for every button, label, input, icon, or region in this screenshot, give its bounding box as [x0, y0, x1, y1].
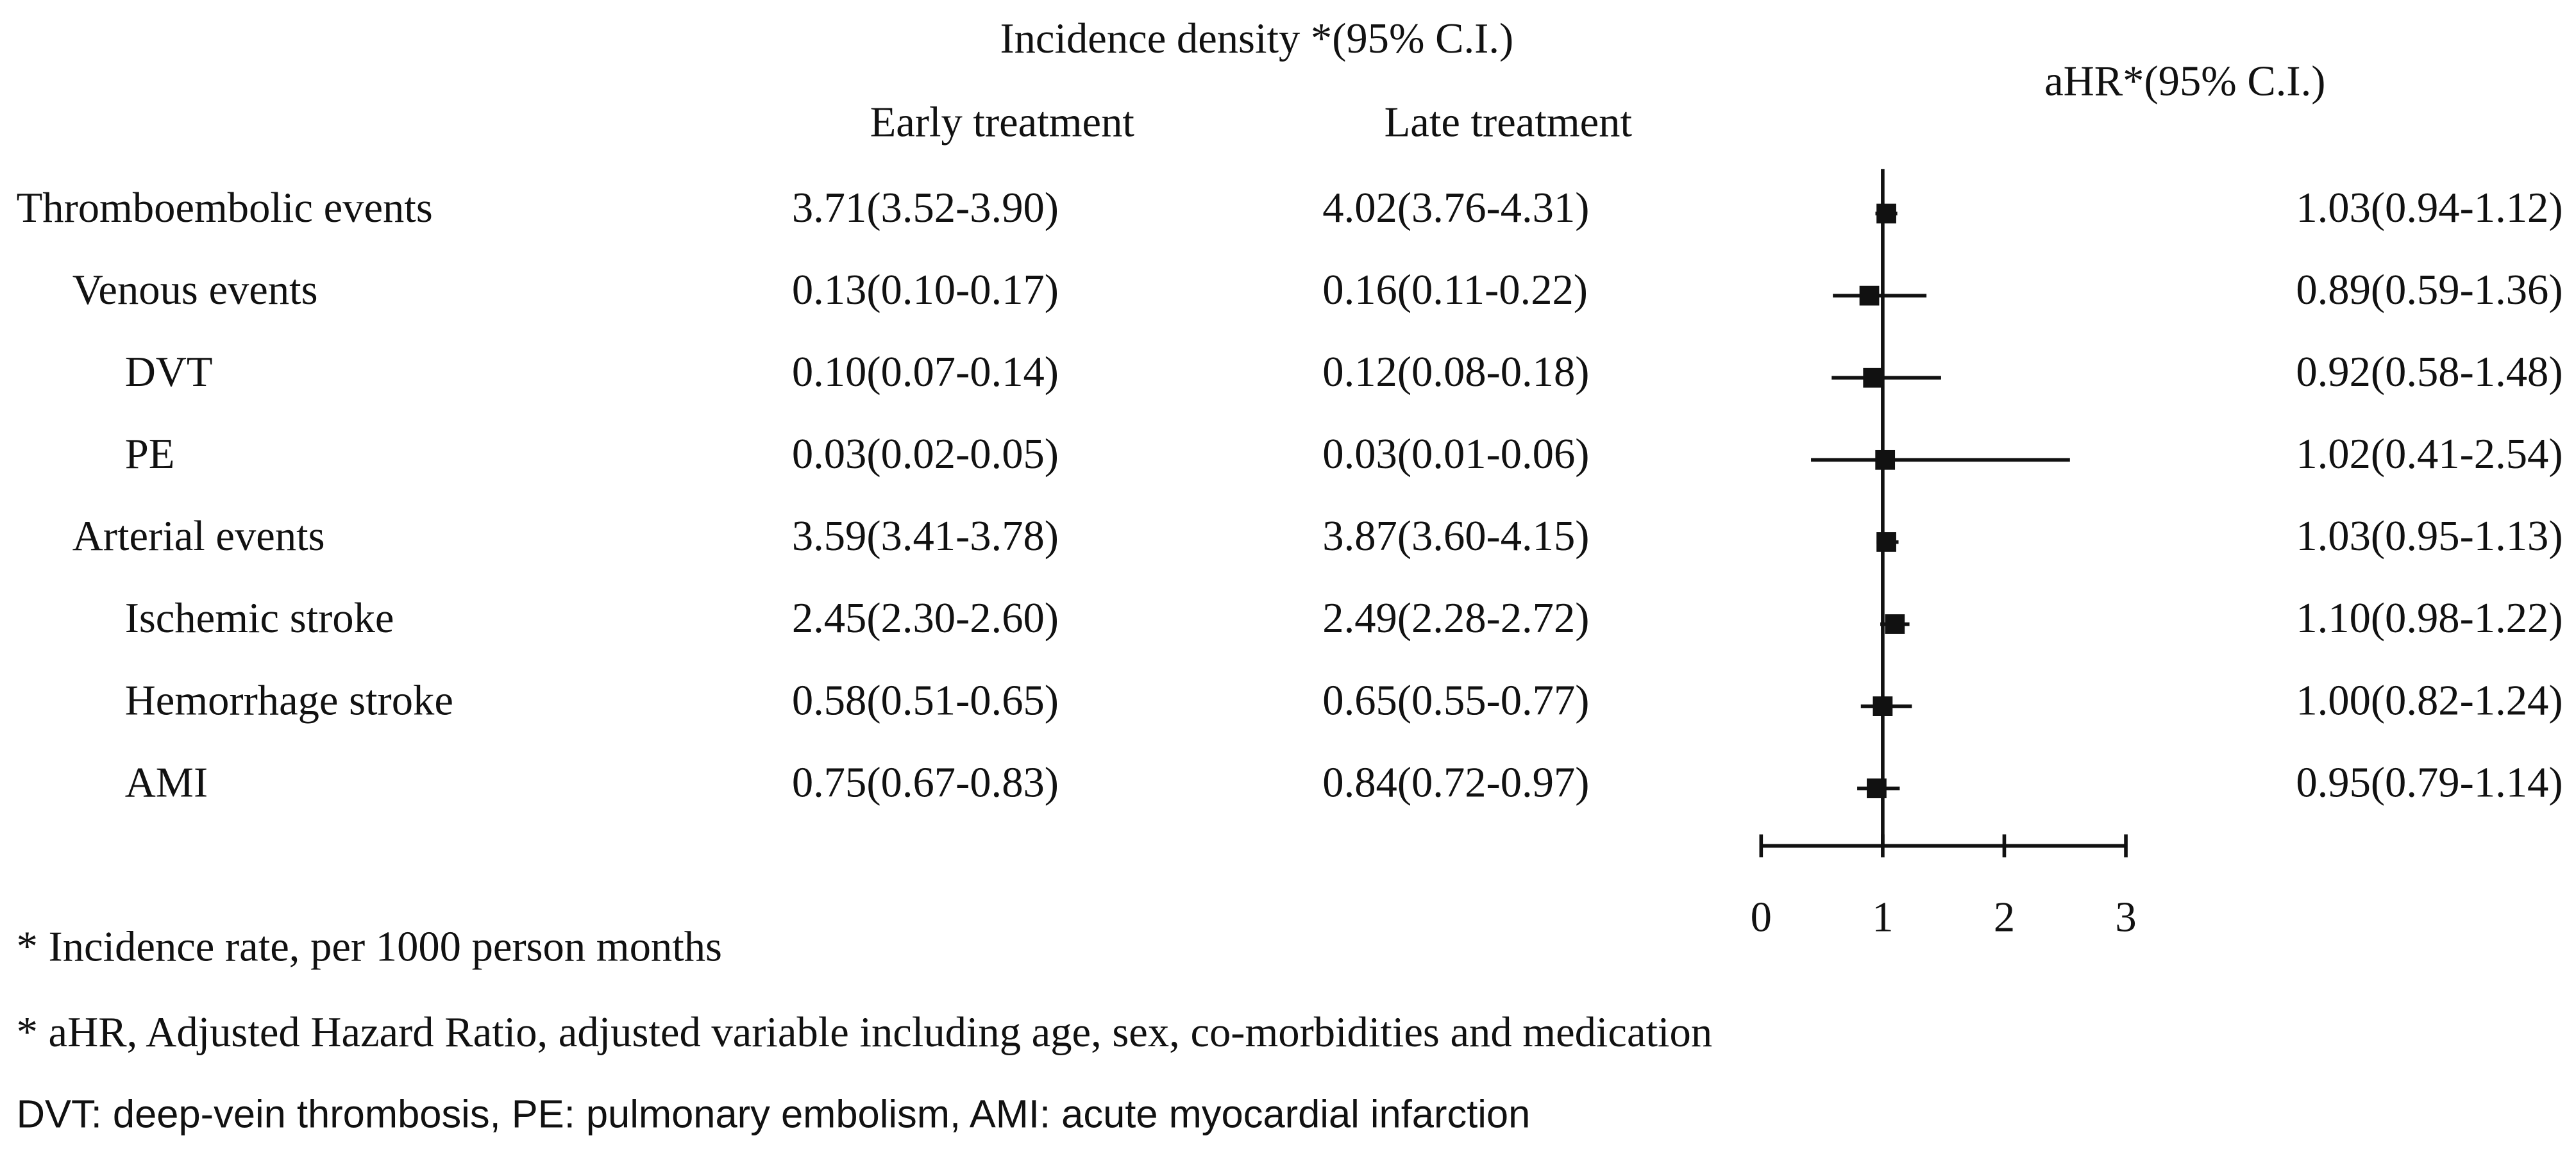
- point-estimate: [1873, 696, 1893, 716]
- effect-label: 1.03(0.95-1.13): [2296, 513, 2563, 560]
- row-label: PE: [125, 431, 175, 478]
- effect-label: 0.89(0.59-1.36): [2296, 267, 2563, 314]
- row-label: Venous events: [72, 267, 318, 314]
- late-value: 0.03(0.01-0.06): [1322, 431, 1589, 478]
- column-header: Late treatment: [1385, 99, 1633, 146]
- early-value: 3.59(3.41-3.78): [792, 513, 1059, 560]
- late-value: 0.65(0.55-0.77): [1322, 677, 1589, 724]
- early-value: 0.75(0.67-0.83): [792, 759, 1059, 806]
- row-label: Ischemic stroke: [125, 595, 394, 642]
- early-value: 0.03(0.02-0.05): [792, 431, 1059, 478]
- x-tick-label: 1: [1872, 894, 1893, 941]
- effect-label: 0.95(0.79-1.14): [2296, 759, 2563, 806]
- early-value: 2.45(2.30-2.60): [792, 595, 1059, 642]
- late-value: 0.16(0.11-0.22): [1322, 267, 1588, 314]
- effect-label: 0.92(0.58-1.48): [2296, 349, 2563, 396]
- effect-label: 1.00(0.82-1.24): [2296, 677, 2563, 724]
- late-value: 0.12(0.08-0.18): [1322, 349, 1589, 396]
- footnote: * aHR, Adjusted Hazard Ratio, adjusted v…: [17, 1009, 1713, 1056]
- effect-title: aHR*(95% C.I.): [2044, 58, 2325, 105]
- point-estimate: [1885, 614, 1905, 634]
- row-label: AMI: [125, 759, 208, 806]
- early-value: 0.10(0.07-0.14): [792, 349, 1059, 396]
- column-header: Early treatment: [870, 99, 1135, 146]
- footnote: * Incidence rate, per 1000 person months: [17, 924, 722, 971]
- point-estimate: [1859, 285, 1880, 306]
- row-label: Thromboembolic events: [17, 185, 433, 231]
- point-estimate: [1876, 203, 1896, 224]
- early-value: 3.71(3.52-3.90): [792, 185, 1059, 231]
- x-tick-label: 0: [1751, 894, 1772, 941]
- x-tick-label: 3: [2115, 894, 2136, 941]
- effect-label: 1.02(0.41-2.54): [2296, 431, 2563, 478]
- row-label: Arterial events: [72, 513, 325, 560]
- point-estimate: [1863, 367, 1883, 388]
- early-value: 0.13(0.10-0.17): [792, 267, 1059, 314]
- footnote: DVT: deep-vein thrombosis, PE: pulmonary…: [17, 1092, 1531, 1136]
- point-estimate: [1875, 449, 1896, 470]
- point-estimate: [1867, 778, 1887, 799]
- early-value: 0.58(0.51-0.65): [792, 677, 1059, 724]
- row-label: DVT: [125, 349, 213, 396]
- effect-label: 1.10(0.98-1.22): [2296, 595, 2563, 642]
- row-label: Hemorrhage stroke: [125, 677, 453, 724]
- x-tick-label: 2: [1994, 894, 2015, 941]
- point-estimate: [1876, 532, 1896, 552]
- late-value: 0.84(0.72-0.97): [1322, 759, 1589, 806]
- late-value: 2.49(2.28-2.72): [1322, 595, 1589, 642]
- late-value: 3.87(3.60-4.15): [1322, 513, 1589, 560]
- effect-label: 1.03(0.94-1.12): [2296, 185, 2563, 231]
- late-value: 4.02(3.76-4.31): [1322, 185, 1589, 231]
- incidence-title: Incidence density *(95% C.I.): [1000, 15, 1513, 62]
